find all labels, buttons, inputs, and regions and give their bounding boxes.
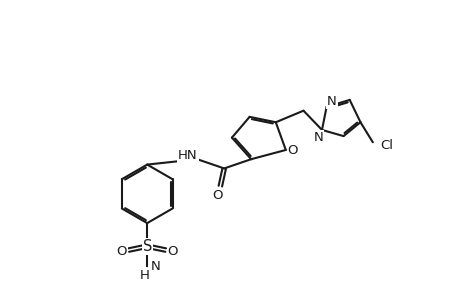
Text: S: S xyxy=(142,239,151,254)
Text: O: O xyxy=(116,245,127,258)
Text: O: O xyxy=(212,189,222,202)
Text: H: H xyxy=(140,269,150,282)
Text: HN: HN xyxy=(178,149,197,162)
Text: N: N xyxy=(313,131,322,144)
Text: N: N xyxy=(150,260,160,274)
Text: O: O xyxy=(167,245,178,258)
Text: Cl: Cl xyxy=(380,139,392,152)
Text: N: N xyxy=(326,95,336,108)
Text: O: O xyxy=(287,144,297,157)
